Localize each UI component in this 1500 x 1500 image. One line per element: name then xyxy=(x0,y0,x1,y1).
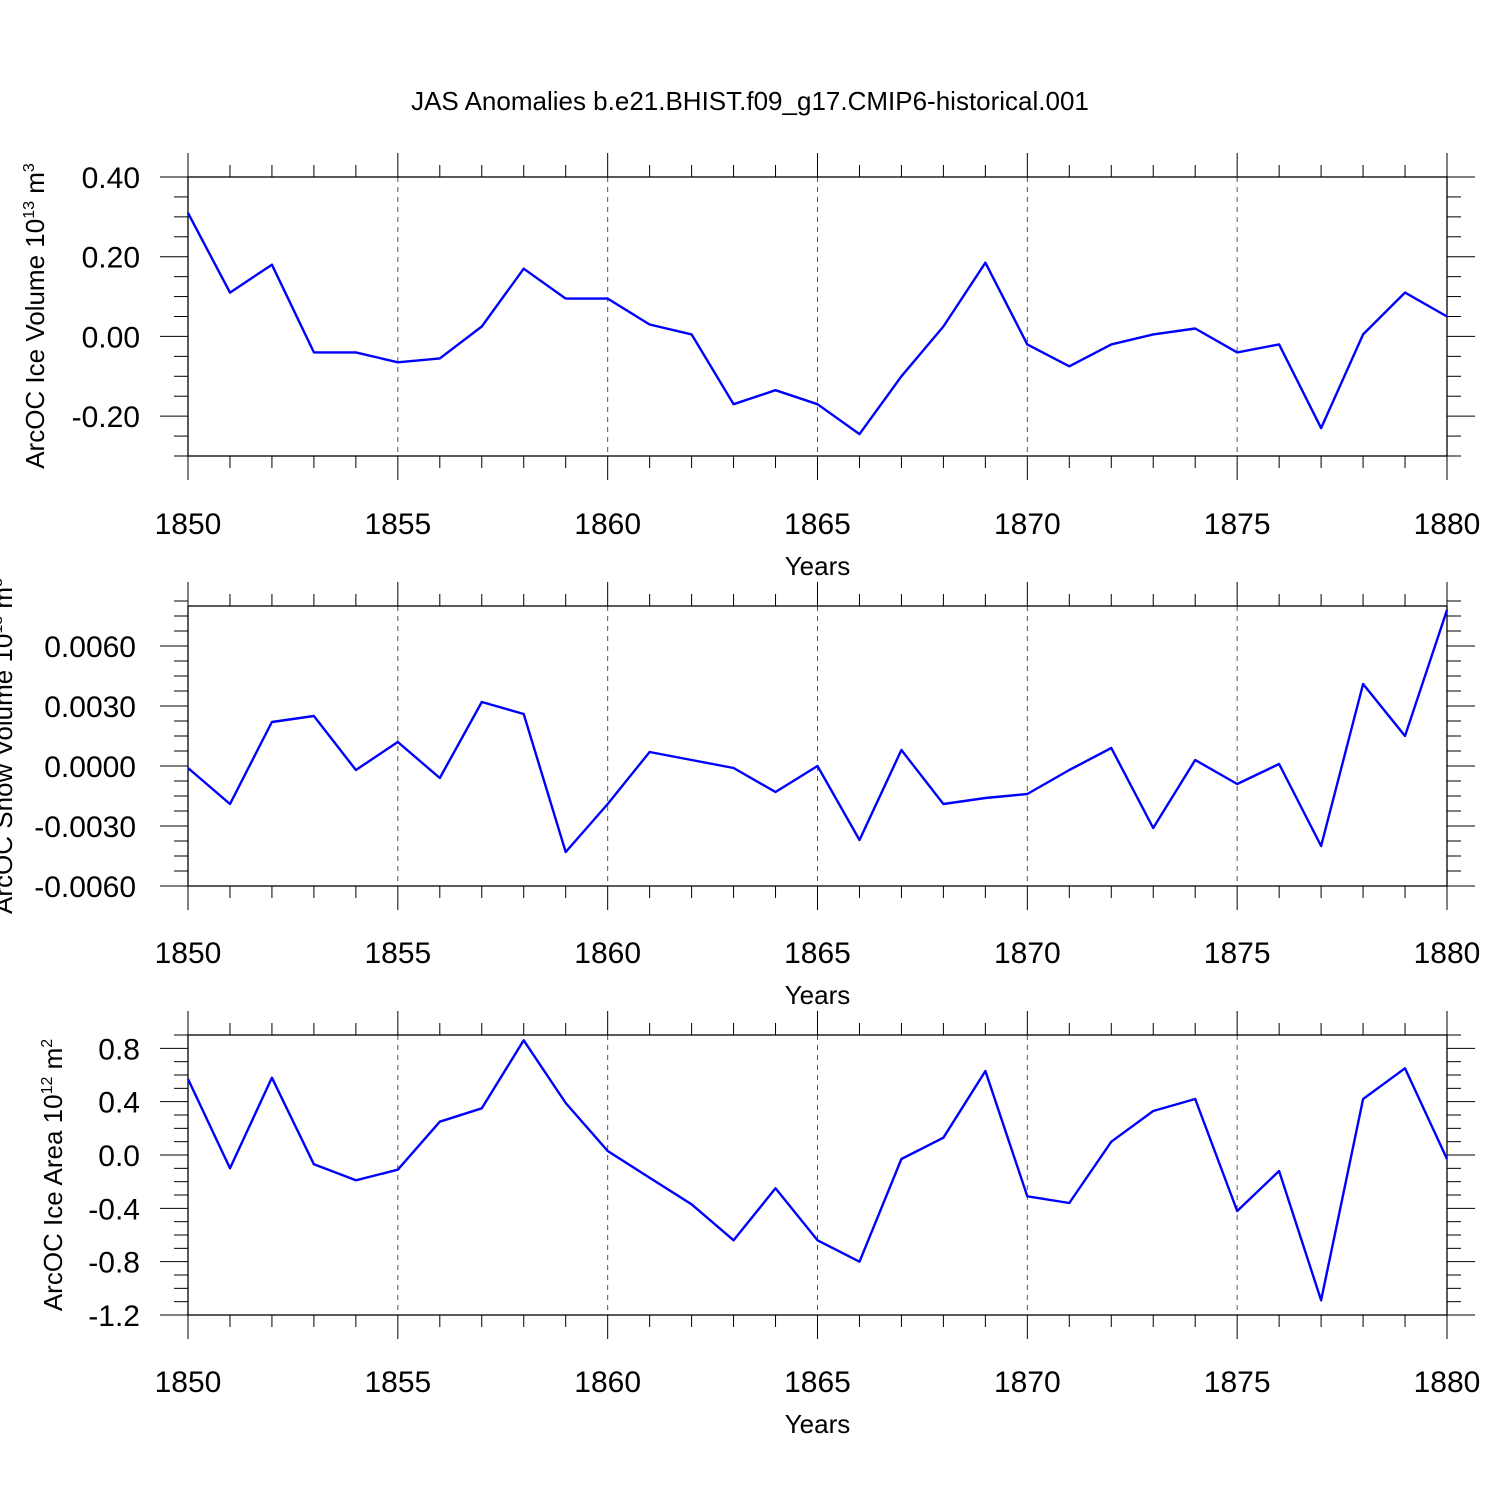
x-tick-label: 1865 xyxy=(784,508,851,541)
x-tick-label: 1870 xyxy=(994,1366,1061,1399)
y-tick-label: -0.0030 xyxy=(34,811,136,844)
y-tick-label: 0.4 xyxy=(98,1087,140,1120)
series-line xyxy=(187,609,1449,854)
y-tick-label: 0.8 xyxy=(98,1033,140,1066)
panel-ice-volume: 1850 1855 1860 1865 1870 1875 1880 Years -0.20 0.… xyxy=(20,153,1480,581)
y-tick-label: 0.0000 xyxy=(44,751,136,784)
x-tick-label: 1855 xyxy=(364,508,431,541)
y-tick-label: -0.8 xyxy=(88,1247,140,1280)
series-line xyxy=(186,212,1448,436)
x-tick-label: 1875 xyxy=(1204,1366,1271,1399)
y-tick-label: 0.0 xyxy=(98,1140,140,1173)
x-tick-label: 1865 xyxy=(784,937,851,970)
x-tick-label: 1865 xyxy=(784,1366,851,1399)
y-tick-label: 0.0060 xyxy=(44,631,136,664)
x-tick-label: 1860 xyxy=(574,1366,641,1399)
y-axis-label: ArcOC Ice Volume 1013 m3 xyxy=(20,163,50,469)
y-tick-label: -0.0060 xyxy=(34,871,136,904)
x-tick-label: 1875 xyxy=(1204,508,1271,541)
x-tick-label: 1870 xyxy=(994,508,1061,541)
y-tick-label: -0.20 xyxy=(72,401,140,434)
x-tick-label: 1880 xyxy=(1414,508,1481,541)
x-tick-label: 1860 xyxy=(574,937,641,970)
x-tick-label: 1850 xyxy=(155,937,222,970)
x-tick-label: 1870 xyxy=(994,937,1061,970)
x-tick-label: 1855 xyxy=(364,1366,431,1399)
y-tick-label: -1.2 xyxy=(88,1300,140,1333)
x-tick-label: 1860 xyxy=(574,508,641,541)
y-axis-label: ArcOC Snow Volume 1013 m3 xyxy=(0,578,18,914)
x-tick-label: 1855 xyxy=(364,937,431,970)
y-tick-label: 0.00 xyxy=(82,321,140,354)
x-tick-label: 1880 xyxy=(1414,937,1481,970)
x-axis-label: Years xyxy=(785,551,851,581)
y-tick-label: -0.4 xyxy=(88,1193,140,1226)
x-tick-label: 1880 xyxy=(1414,1366,1481,1399)
x-axis-label: Years xyxy=(785,1409,851,1439)
y-axis-label: ArcOC Ice Area 1012 m2 xyxy=(38,1039,68,1311)
y-tick-label: 0.20 xyxy=(82,242,140,275)
x-tick-label: 1850 xyxy=(155,1366,222,1399)
y-tick-label: 0.0030 xyxy=(44,691,136,724)
series-line xyxy=(186,1039,1449,1302)
panel-snow-volume: 1850 1855 1860 1865 1870 1875 1880 Years -0.0060… xyxy=(0,578,1480,1010)
panel-ice-area: 1850 1855 1860 1865 1870 1875 1880 Years -1.2 -0.… xyxy=(38,1011,1480,1439)
x-tick-label: 1850 xyxy=(155,508,222,541)
x-axis-label: Years xyxy=(785,980,851,1010)
y-tick-label: 0.40 xyxy=(82,162,140,195)
x-tick-label: 1875 xyxy=(1204,937,1271,970)
figure-title: JAS Anomalies b.e21.BHIST.f09_g17.CMIP6-… xyxy=(411,86,1089,116)
